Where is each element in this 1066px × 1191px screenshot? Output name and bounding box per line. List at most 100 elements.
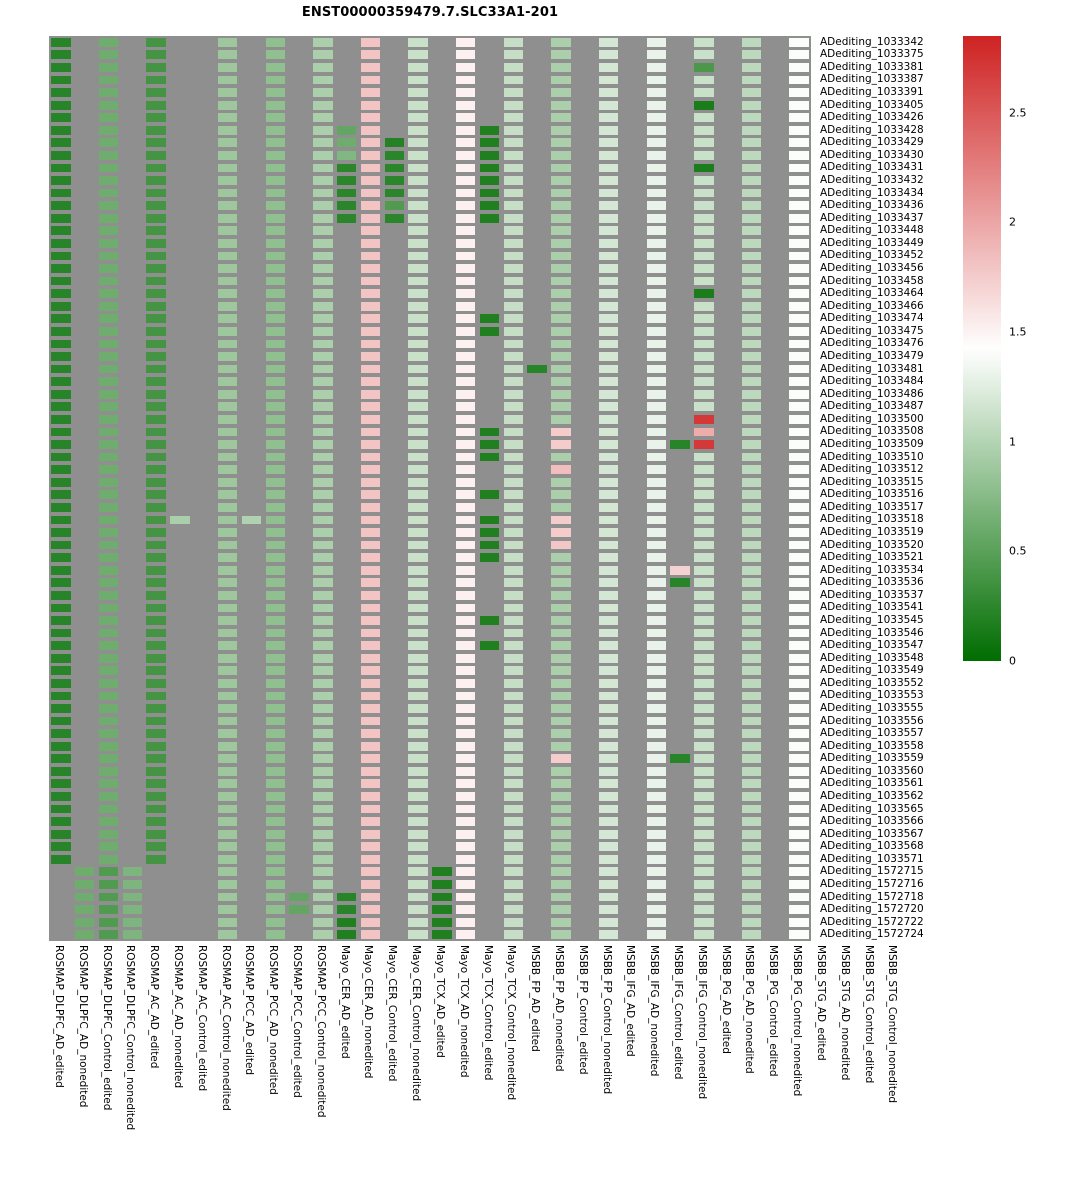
heatmap-cell: [51, 691, 71, 701]
heatmap-cell: [503, 930, 524, 940]
heatmap-cell: [265, 414, 285, 424]
heatmap-cell: [694, 151, 714, 160]
heatmap-cell: [575, 729, 595, 738]
heatmap-cell: [360, 829, 381, 839]
heatmap-cell: [646, 691, 666, 701]
heatmap-cell: [670, 779, 690, 789]
heatmap-cell: [384, 75, 404, 85]
heatmap-cell: [194, 540, 214, 550]
heatmap-cell: [122, 213, 143, 223]
heatmap-cell: [503, 616, 524, 625]
heatmap-cell: [765, 829, 785, 839]
heatmap-cell: [575, 75, 595, 85]
heatmap-cell: [336, 226, 357, 236]
heatmap-cell: [789, 590, 809, 600]
heatmap-cell: [575, 716, 595, 726]
heatmap-cell: [551, 716, 571, 726]
heatmap-cell: [98, 603, 119, 613]
heatmap-cell: [265, 239, 285, 248]
heatmap-cell: [336, 578, 357, 588]
heatmap-cell: [456, 201, 476, 211]
heatmap-cell: [241, 754, 262, 764]
heatmap-cell: [336, 276, 357, 286]
heatmap-cell: [717, 540, 738, 550]
heatmap-cell: [241, 201, 262, 211]
heatmap-cell: [598, 565, 619, 575]
heatmap-cell: [551, 50, 571, 60]
heatmap-cell: [694, 226, 714, 236]
heatmap-cell: [527, 766, 547, 776]
heatmap-cell: [456, 678, 476, 688]
heatmap-cell: [241, 151, 262, 160]
heatmap-cell: [265, 100, 285, 110]
heatmap-cell: [670, 490, 690, 500]
heatmap-cell: [241, 389, 262, 399]
heatmap-cell: [456, 578, 476, 588]
heatmap-cell: [717, 477, 738, 487]
heatmap-cell: [765, 917, 785, 927]
heatmap-cell: [694, 766, 714, 776]
heatmap-cell: [670, 188, 690, 198]
row-label: ADediting_1033537: [820, 588, 924, 601]
heatmap-cell: [360, 63, 381, 72]
heatmap-cell: [384, 540, 404, 550]
heatmap-cell: [789, 553, 809, 562]
heatmap-cell: [717, 766, 738, 776]
heatmap-cell: [313, 515, 333, 525]
heatmap-cell: [598, 465, 619, 475]
row-label: ADediting_1033552: [820, 676, 924, 689]
heatmap-cell: [432, 515, 452, 525]
column-label: Mayo_TCX_Control_edited: [481, 945, 494, 1081]
heatmap-cell: [479, 452, 500, 462]
heatmap-cell: [336, 138, 357, 148]
heatmap-cell: [717, 930, 738, 940]
heatmap-cell: [408, 867, 428, 877]
heatmap-cell: [479, 326, 500, 336]
heatmap-cell: [384, 289, 404, 299]
heatmap-cell: [646, 63, 666, 72]
heatmap-cell: [575, 339, 595, 349]
heatmap-cell: [765, 880, 785, 889]
heatmap-cell: [598, 75, 619, 85]
heatmap-cell: [527, 138, 547, 148]
heatmap-cell: [122, 729, 143, 738]
heatmap-cell: [789, 540, 809, 550]
heatmap-cell: [336, 163, 357, 173]
heatmap-cell: [479, 854, 500, 864]
heatmap-cell: [265, 666, 285, 676]
heatmap-cell: [217, 88, 238, 97]
heatmap-cell: [741, 37, 762, 47]
heatmap-cell: [217, 892, 238, 902]
heatmap-cell: [289, 50, 309, 60]
heatmap-cell: [360, 151, 381, 160]
heatmap-cell: [194, 817, 214, 826]
heatmap-cell: [598, 502, 619, 512]
heatmap-cell: [241, 163, 262, 173]
heatmap-cell: [241, 37, 262, 47]
heatmap-cell: [432, 729, 452, 738]
heatmap-cell: [170, 729, 190, 738]
heatmap-cell: [241, 125, 262, 135]
heatmap-cell: [217, 590, 238, 600]
heatmap-cell: [408, 892, 428, 902]
heatmap-cell: [551, 842, 571, 852]
column-label: MSBB_PG_Control_edited: [767, 945, 780, 1077]
heatmap-cell: [432, 75, 452, 85]
heatmap-cell: [670, 867, 690, 877]
heatmap-cell: [575, 176, 595, 185]
heatmap-cell: [241, 540, 262, 550]
heatmap-cell: [289, 817, 309, 826]
heatmap-cell: [717, 590, 738, 600]
heatmap-cell: [503, 653, 524, 663]
heatmap-cell: [241, 138, 262, 148]
heatmap-cell: [789, 125, 809, 135]
heatmap-cell: [598, 892, 619, 902]
heatmap-cell: [765, 226, 785, 236]
heatmap-cell: [336, 75, 357, 85]
heatmap-cell: [717, 842, 738, 852]
heatmap-cell: [765, 125, 785, 135]
heatmap-cell: [51, 590, 71, 600]
heatmap-cell: [98, 113, 119, 123]
heatmap-cell: [670, 515, 690, 525]
heatmap-cell: [479, 880, 500, 889]
